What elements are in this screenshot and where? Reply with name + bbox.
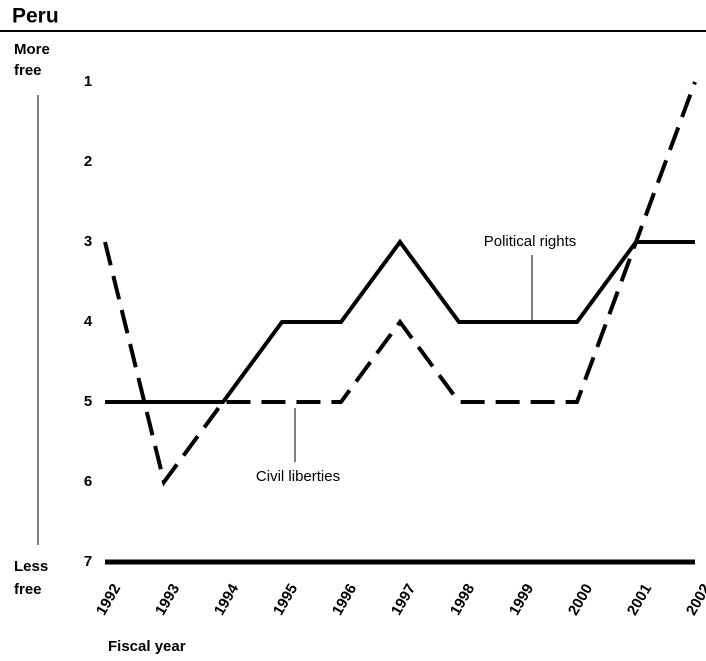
x-tick-label: 1997: [388, 581, 419, 618]
y-label-top: More: [14, 41, 50, 58]
y-tick-label: 2: [84, 153, 92, 170]
y-tick-label: 5: [84, 393, 92, 410]
x-tick-label: 2001: [624, 581, 655, 618]
y-tick-label: 6: [84, 473, 92, 490]
y-tick-label: 7: [84, 553, 92, 570]
x-tick-label: 2002: [683, 581, 706, 618]
series-line: [105, 238, 695, 404]
x-tick-label: 1992: [93, 581, 124, 618]
chart-title: Peru: [12, 5, 59, 28]
y-label-bottom: free: [14, 581, 42, 598]
x-tick-label: 2000: [565, 581, 596, 618]
series-label: Civil liberties: [256, 468, 340, 485]
y-tick-label: 1: [84, 73, 92, 90]
y-label-top: free: [14, 62, 42, 79]
x-tick-label: 1994: [211, 580, 243, 618]
x-tick-label: 1998: [447, 581, 478, 618]
x-tick-label: 1995: [270, 581, 301, 618]
x-tick-label: 1993: [152, 581, 183, 618]
y-label-bottom: Less: [14, 558, 48, 575]
series-label: Political rights: [484, 233, 577, 250]
x-axis-label: Fiscal year: [108, 638, 186, 655]
series-line: [103, 81, 697, 487]
y-tick-label: 4: [84, 313, 93, 330]
y-tick-label: 3: [84, 233, 92, 250]
x-tick-label: 1999: [506, 581, 537, 618]
x-tick-label: 1996: [329, 581, 360, 618]
